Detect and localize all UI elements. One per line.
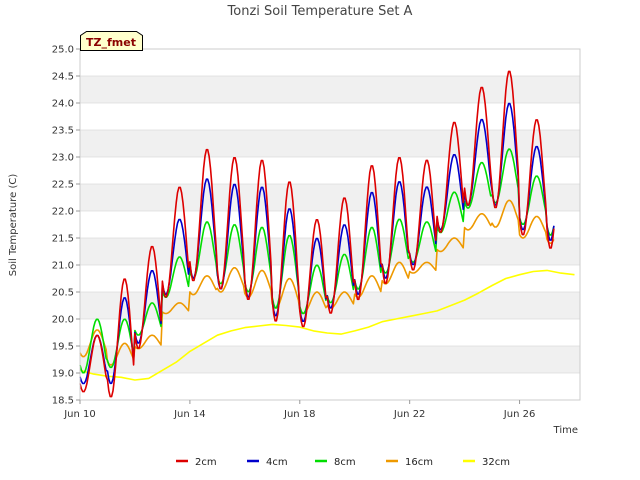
y-tick-label: 18.5 (52, 396, 74, 407)
x-tick-label: Jun 14 (173, 409, 206, 420)
y-tick-label: 19.5 (52, 342, 74, 353)
grid-band (80, 157, 580, 184)
grid-band (80, 373, 580, 400)
x-tick-label: Jun 10 (63, 409, 96, 420)
series-line-8cm (79, 148, 555, 374)
tag-box (80, 31, 143, 51)
y-tick-label: 20.5 (52, 288, 74, 299)
y-tick-label: 23.5 (52, 126, 74, 137)
y-tick-label: 23.0 (52, 153, 74, 164)
legend-label-8cm: 8cm (334, 457, 356, 468)
legend-label-16cm: 16cm (405, 457, 433, 468)
x-tick-label: Jun 22 (393, 409, 426, 420)
series-line-16cm (79, 199, 555, 366)
tz-fmet-tag: TZ_fmet (80, 31, 143, 51)
tag-label: TZ_fmet (86, 36, 136, 49)
y-axis-title: Soil Temperature (C) (8, 174, 19, 277)
chart-title: Tonzi Soil Temperature Set A (227, 4, 413, 19)
legend: 2cm 4cm 8cm 16cm 32cm (176, 457, 510, 468)
series-line-2cm (79, 70, 555, 398)
x-axis-title: Time (553, 425, 578, 436)
y-axis-ticks: 18.5 19.0 19.5 20.0 20.5 21.0 21.5 22.0 22.5 23.0… (52, 45, 80, 407)
grid-bands (80, 49, 580, 400)
y-tick-label: 22.0 (52, 207, 74, 218)
y-tick-label: 19.0 (52, 369, 74, 380)
x-tick-label: Jun 18 (283, 409, 316, 420)
legend-label-32cm: 32cm (482, 457, 510, 468)
grid-band (80, 130, 580, 157)
grid-band (80, 211, 580, 238)
plot-frame (79, 48, 581, 401)
series-line-4cm (79, 102, 555, 385)
y-tick-label: 22.5 (52, 180, 74, 191)
grid-band (80, 103, 580, 130)
y-tick-label: 20.0 (52, 315, 74, 326)
y-tick-label: 24.0 (52, 99, 74, 110)
x-tick-label: Jun 26 (503, 409, 536, 420)
legend-label-4cm: 4cm (266, 457, 288, 468)
y-tick-label: 25.0 (52, 45, 74, 56)
grid-band (80, 49, 580, 76)
y-tick-label: 24.5 (52, 72, 74, 83)
x-axis-ticks: Jun 10 Jun 14 Jun 18 Jun 22 Jun 26 (63, 400, 535, 420)
legend-label-2cm: 2cm (195, 457, 217, 468)
grid-band (80, 346, 580, 373)
series-line-32cm (79, 269, 575, 381)
series-lines (79, 70, 575, 398)
y-tick-label: 21.5 (52, 234, 74, 245)
grid-band (80, 238, 580, 265)
grid-band (80, 76, 580, 103)
y-tick-label: 21.0 (52, 261, 74, 272)
